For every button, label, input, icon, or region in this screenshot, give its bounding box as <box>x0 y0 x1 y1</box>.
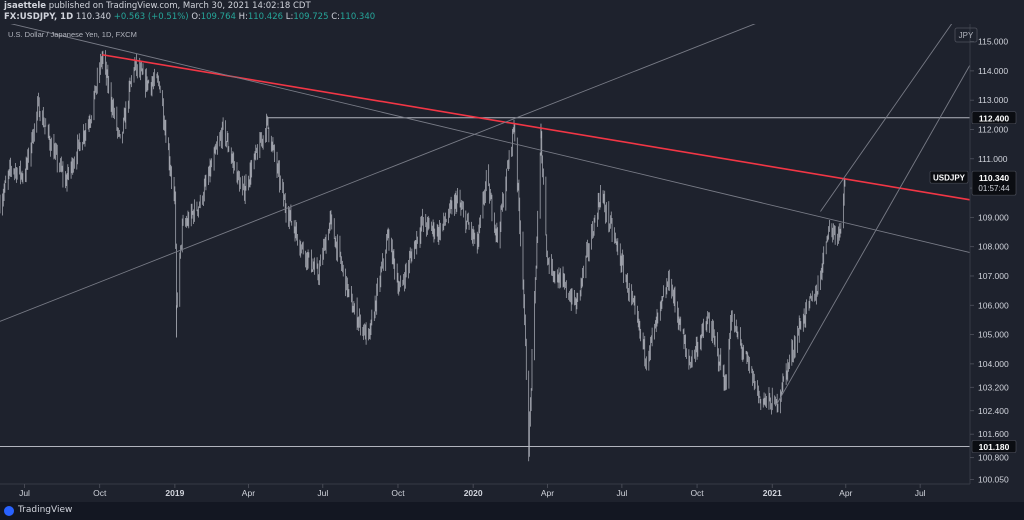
ticker: FX:USDJPY, 1D <box>4 12 74 22</box>
time-tick-label: Jul <box>19 488 30 498</box>
low-label: L: <box>285 12 294 22</box>
currency-badge: JPY <box>954 27 978 43</box>
published-text: published on TradingView.com, March 30, … <box>48 1 311 11</box>
trend-line-4[interactable] <box>820 24 970 212</box>
price-tick-label: 109.000 <box>978 212 1009 222</box>
symbol-badge <box>929 170 969 184</box>
price-tick-label: 100.800 <box>978 453 1009 463</box>
author-name[interactable]: jsaettele <box>4 1 47 11</box>
price-tick-label: 100.050 <box>978 475 1009 485</box>
close-value: 110.340 <box>340 12 376 22</box>
footer: TradingView <box>0 502 1024 520</box>
price-tick-label: 101.600 <box>978 429 1009 439</box>
time-tick-label: 2021 <box>763 488 782 498</box>
level-badge-label: 101.180 <box>979 442 1010 452</box>
time-tick-label: 2020 <box>464 488 483 498</box>
open-label: O: <box>191 12 201 22</box>
low-value: 109.725 <box>293 12 329 22</box>
footer-brand[interactable]: TradingView <box>18 505 73 515</box>
time-tick-label: Jul <box>317 488 328 498</box>
price-tick-label: 112.000 <box>978 124 1008 134</box>
change: +0.563 (+0.51%) <box>113 12 189 22</box>
price-tick-label: 111.000 <box>978 154 1008 164</box>
level-badge-label: 112.400 <box>979 113 1010 123</box>
price-tick-label: 102.400 <box>978 406 1009 416</box>
price-tick-label: 104.000 <box>978 359 1009 369</box>
price-tick-label: 106.000 <box>978 300 1009 310</box>
time-tick-label: Oct <box>690 488 704 498</box>
trend-line-3[interactable] <box>775 64 971 406</box>
price-tick-label: 107.000 <box>978 271 1009 281</box>
level-badge-0 <box>971 111 1017 125</box>
countdown-label: 01:57:44 <box>978 184 1010 193</box>
time-tick-label: 2019 <box>165 488 184 498</box>
level-badge-1 <box>971 440 1017 453</box>
last-price-badge <box>971 170 1017 196</box>
trend-line-2[interactable] <box>0 24 970 322</box>
price-axis-bg[interactable] <box>970 24 1024 502</box>
publish-header: jsaettele published on TradingView.com, … <box>0 0 1024 24</box>
time-tick-label: Apr <box>839 488 852 498</box>
last-price: 110.340 <box>75 12 111 22</box>
price-tick-label: 105.000 <box>978 330 1009 340</box>
price-tick-label: 115.000 <box>978 37 1008 47</box>
high-value: 110.426 <box>247 12 284 22</box>
price-tick-label: 103.200 <box>978 382 1009 392</box>
author-line: jsaettele published on TradingView.com, … <box>4 1 311 12</box>
price-tick-label: 114.000 <box>978 66 1008 76</box>
price-chart[interactable]: 100.050 100.800 101.600 102.400 103.200 104.0… <box>0 24 1024 502</box>
price-tick-label: 113.000 <box>978 95 1008 105</box>
ticker-line: FX:USDJPY, 1D 110.340 +0.563 (+0.51%) O:… <box>4 12 375 23</box>
open-value: 109.764 <box>200 12 236 22</box>
time-tick-label: Oct <box>391 488 405 498</box>
trend-line-1[interactable] <box>0 24 971 253</box>
price-tick-label: 108.000 <box>978 242 1009 252</box>
time-tick-label: Oct <box>93 488 107 498</box>
close-label: C: <box>331 12 340 22</box>
time-tick-label: Jul <box>915 488 926 498</box>
chart-title: U.S. Dollar / Japanese Yen, 1D, FXCM <box>8 30 137 39</box>
currency-label: JPY <box>959 31 974 40</box>
time-tick-label: Jul <box>616 488 627 498</box>
time-tick-label: Apr <box>242 488 255 498</box>
symbol-label: USDJPY <box>933 174 966 183</box>
time-tick-label: Apr <box>541 488 554 498</box>
last-price-label: 110.340 <box>979 173 1010 183</box>
high-label: H: <box>238 12 248 22</box>
trend-line-0[interactable] <box>102 53 971 201</box>
chart-area[interactable]: 100.050 100.800 101.600 102.400 103.200 104.0… <box>0 24 1024 502</box>
tradingview-logo-icon <box>4 506 14 516</box>
